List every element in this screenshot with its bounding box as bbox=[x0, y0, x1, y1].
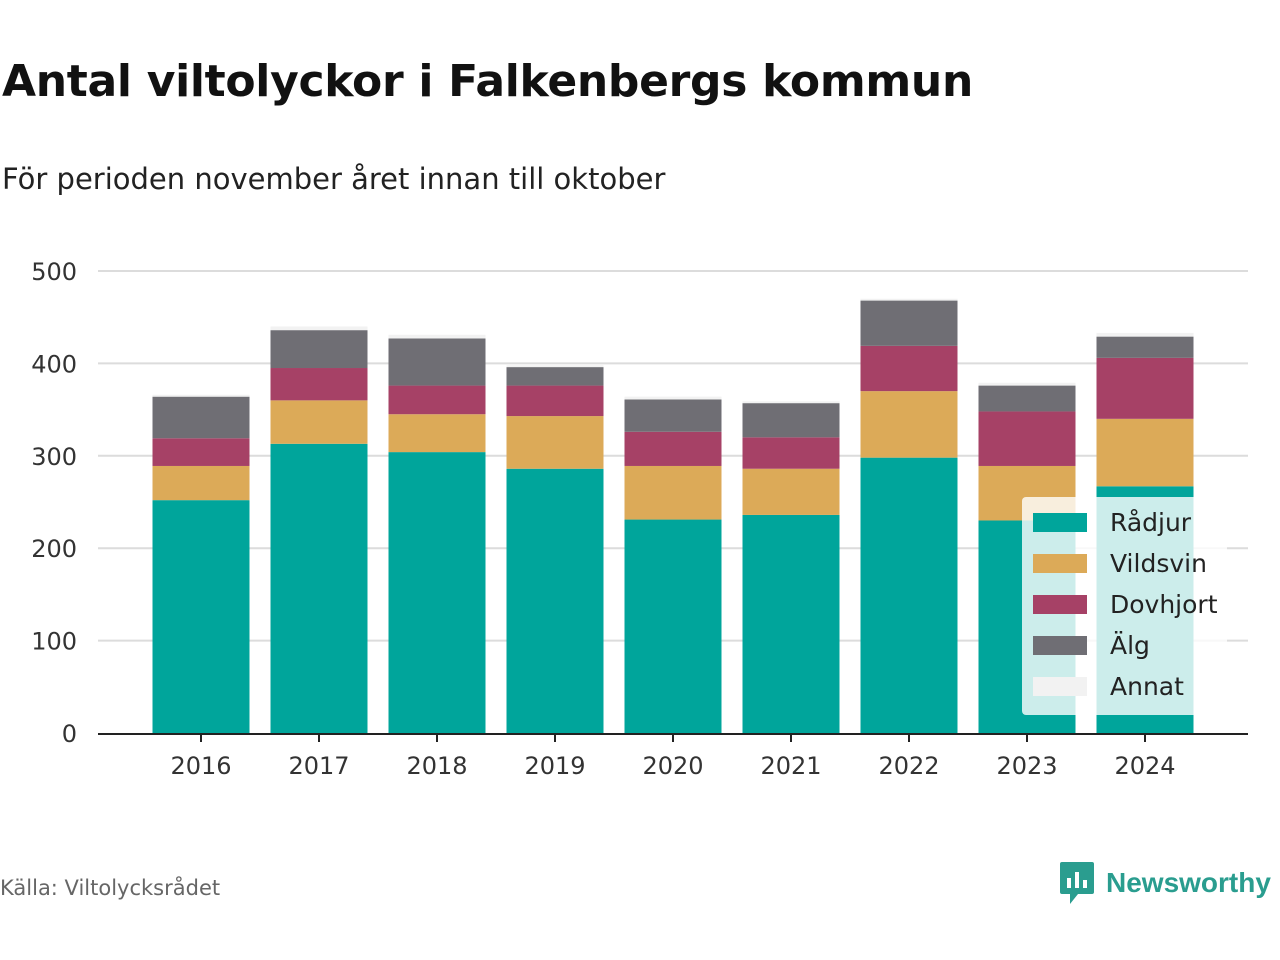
bar-2024-vildsvin bbox=[1096, 418, 1194, 487]
bar-2020-annat bbox=[624, 396, 722, 400]
bar-2024-annat bbox=[1096, 332, 1194, 337]
bar-2022-vildsvin bbox=[860, 391, 958, 458]
bar-2023-dovhjort bbox=[978, 411, 1076, 466]
bar-2017-rådjur bbox=[270, 443, 368, 733]
bar-stack-2020 bbox=[624, 396, 722, 733]
bar-2018-rådjur bbox=[388, 452, 486, 733]
bar-2017-vildsvin bbox=[270, 400, 368, 444]
brand-name: Newsworthy bbox=[1106, 867, 1271, 898]
y-tick-label-100: 100 bbox=[31, 628, 77, 656]
x-tick-label-2021: 2021 bbox=[760, 752, 821, 780]
bar-2022-älg bbox=[860, 300, 958, 346]
bar-stacks bbox=[152, 298, 1194, 733]
bar-2021-annat bbox=[742, 401, 840, 404]
bar-2020-älg bbox=[624, 399, 722, 432]
chart-title: Antal viltolyckor i Falkenbergs kommun bbox=[2, 56, 973, 107]
bar-2018-annat bbox=[388, 334, 486, 339]
x-tick-label-2019: 2019 bbox=[524, 752, 585, 780]
chart-bubble-icon bbox=[1060, 862, 1094, 904]
brand-logo: Newsworthy bbox=[1058, 860, 1271, 906]
bar-stack-2018 bbox=[388, 334, 486, 733]
bar-stack-2019 bbox=[506, 365, 604, 733]
bar-2021-älg bbox=[742, 403, 840, 438]
bar-2018-vildsvin bbox=[388, 414, 486, 453]
bar-2016-vildsvin bbox=[152, 465, 250, 501]
bar-stack-2021 bbox=[742, 401, 840, 733]
y-tick-label-500: 500 bbox=[31, 258, 77, 286]
y-tick-label-300: 300 bbox=[31, 443, 77, 471]
bar-2019-rådjur bbox=[506, 468, 604, 733]
bar-2020-vildsvin bbox=[624, 465, 722, 520]
bar-2016-älg bbox=[152, 396, 250, 439]
bar-2019-vildsvin bbox=[506, 416, 604, 469]
bar-stack-2022 bbox=[860, 298, 958, 733]
legend-swatch-vildsvin bbox=[1033, 554, 1087, 573]
x-tick-label-2022: 2022 bbox=[878, 752, 939, 780]
bar-2024-älg bbox=[1096, 336, 1194, 358]
bar-2022-dovhjort bbox=[860, 345, 958, 392]
bar-2017-dovhjort bbox=[270, 368, 368, 401]
bar-2022-annat bbox=[860, 298, 958, 301]
bar-2020-dovhjort bbox=[624, 431, 722, 466]
bar-2023-älg bbox=[978, 385, 1076, 412]
legend: Rådjur Vildsvin Dovhjort Älg Annat bbox=[1022, 497, 1227, 715]
bar-2016-annat bbox=[152, 394, 250, 397]
y-tick-label-200: 200 bbox=[31, 535, 77, 563]
y-tick-label-400: 400 bbox=[31, 350, 77, 378]
x-tick-label-2020: 2020 bbox=[642, 752, 703, 780]
x-tick-label-2016: 2016 bbox=[170, 752, 231, 780]
legend-swatch-älg bbox=[1033, 636, 1087, 655]
bar-2020-rådjur bbox=[624, 519, 722, 733]
legend-label-rådjur: Rådjur bbox=[1110, 508, 1192, 537]
bar-2019-annat bbox=[506, 365, 604, 368]
x-axis: 2016 2017 2018 2019 2020 2021 2022 2023 2024 bbox=[98, 733, 1248, 780]
source-note: Källa: Viltolycksrådet bbox=[0, 876, 221, 900]
y-tick-labels: 0 100 200 300 400 500 bbox=[31, 258, 77, 748]
bar-2019-dovhjort bbox=[506, 385, 604, 417]
bar-2016-dovhjort bbox=[152, 438, 250, 466]
bar-2021-dovhjort bbox=[742, 437, 840, 469]
chart-subtitle: För perioden november året innan till ok… bbox=[2, 162, 666, 196]
bar-2024-dovhjort bbox=[1096, 357, 1194, 419]
legend-swatch-dovhjort bbox=[1033, 595, 1087, 614]
legend-swatch-rådjur bbox=[1033, 513, 1087, 532]
y-tick-label-0: 0 bbox=[62, 720, 77, 748]
bar-2018-dovhjort bbox=[388, 385, 486, 415]
bar-2017-älg bbox=[270, 330, 368, 369]
bar-2021-rådjur bbox=[742, 514, 840, 733]
legend-label-älg: Älg bbox=[1110, 631, 1150, 660]
bar-2019-älg bbox=[506, 367, 604, 386]
bar-2018-älg bbox=[388, 338, 486, 386]
bar-2017-annat bbox=[270, 326, 368, 331]
legend-box bbox=[1022, 497, 1227, 715]
legend-label-vildsvin: Vildsvin bbox=[1110, 549, 1207, 578]
legend-label-dovhjort: Dovhjort bbox=[1110, 590, 1218, 619]
legend-swatch-annat bbox=[1033, 677, 1087, 696]
legend-label-annat: Annat bbox=[1110, 672, 1184, 701]
x-tick-label-2024: 2024 bbox=[1114, 752, 1175, 780]
bar-2021-vildsvin bbox=[742, 468, 840, 515]
bar-2022-rådjur bbox=[860, 457, 958, 733]
bar-2016-rådjur bbox=[152, 500, 250, 733]
bar-2023-annat bbox=[978, 382, 1076, 386]
x-tick-label-2018: 2018 bbox=[406, 752, 467, 780]
x-tick-label-2017: 2017 bbox=[288, 752, 349, 780]
bar-stack-2017 bbox=[270, 326, 368, 733]
bar-stack-2016 bbox=[152, 394, 250, 733]
x-tick-label-2023: 2023 bbox=[996, 752, 1057, 780]
